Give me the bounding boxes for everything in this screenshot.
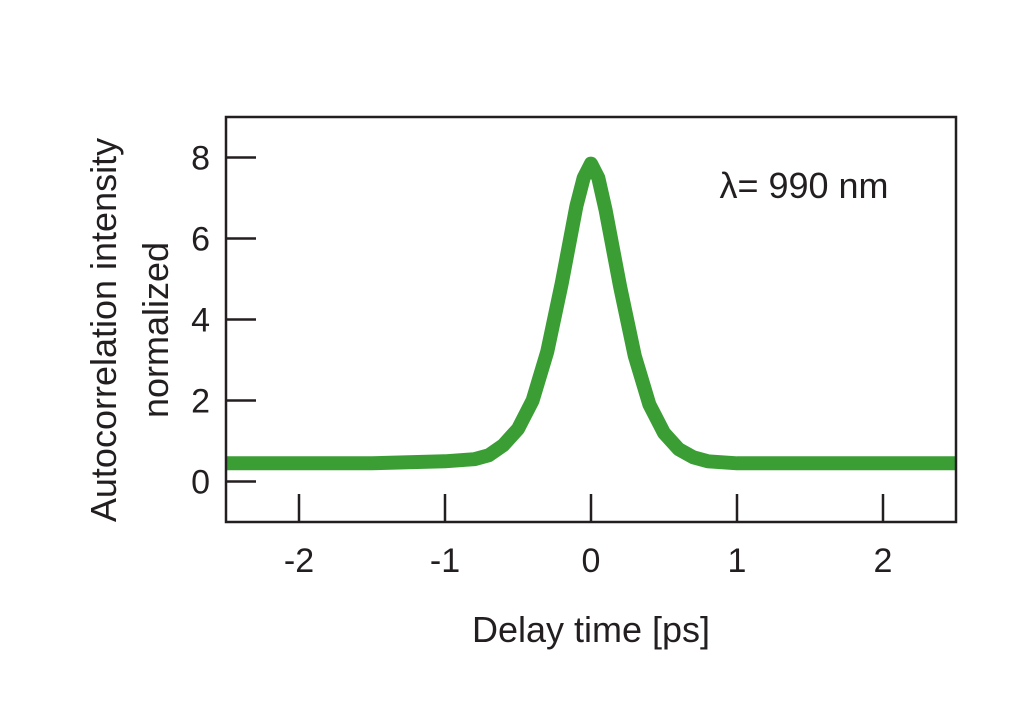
y-tick-label: 4 — [191, 302, 210, 340]
y-axis-label: Autocorrelation intensity normalized — [83, 138, 176, 522]
y-tick-label: 0 — [191, 464, 210, 502]
ticks-layer — [226, 156, 885, 522]
y-tick-label: 2 — [191, 383, 210, 421]
x-tick-label: -2 — [284, 542, 314, 580]
plot-frame — [224, 115, 958, 524]
y-tick-label: 6 — [191, 221, 210, 259]
series-layer — [226, 156, 956, 471]
y-axis-label-line2: normalized — [135, 242, 176, 418]
x-tick-label: -1 — [430, 542, 460, 580]
x-tick-label: 1 — [728, 542, 747, 580]
autocorrelation-series-line — [226, 156, 956, 471]
x-tick-label: 2 — [874, 542, 893, 580]
x-axis-label: Delay time [ps] — [472, 609, 710, 650]
y-tick-label: 8 — [191, 140, 210, 178]
labels-layer: -2 -1 0 1 2 0 2 4 6 8 — [191, 140, 892, 581]
y-axis-label-line1: Autocorrelation intensity — [83, 138, 124, 522]
x-tick-label: 0 — [582, 542, 601, 580]
wavelength-annotation: λ= 990 nm — [719, 165, 888, 206]
